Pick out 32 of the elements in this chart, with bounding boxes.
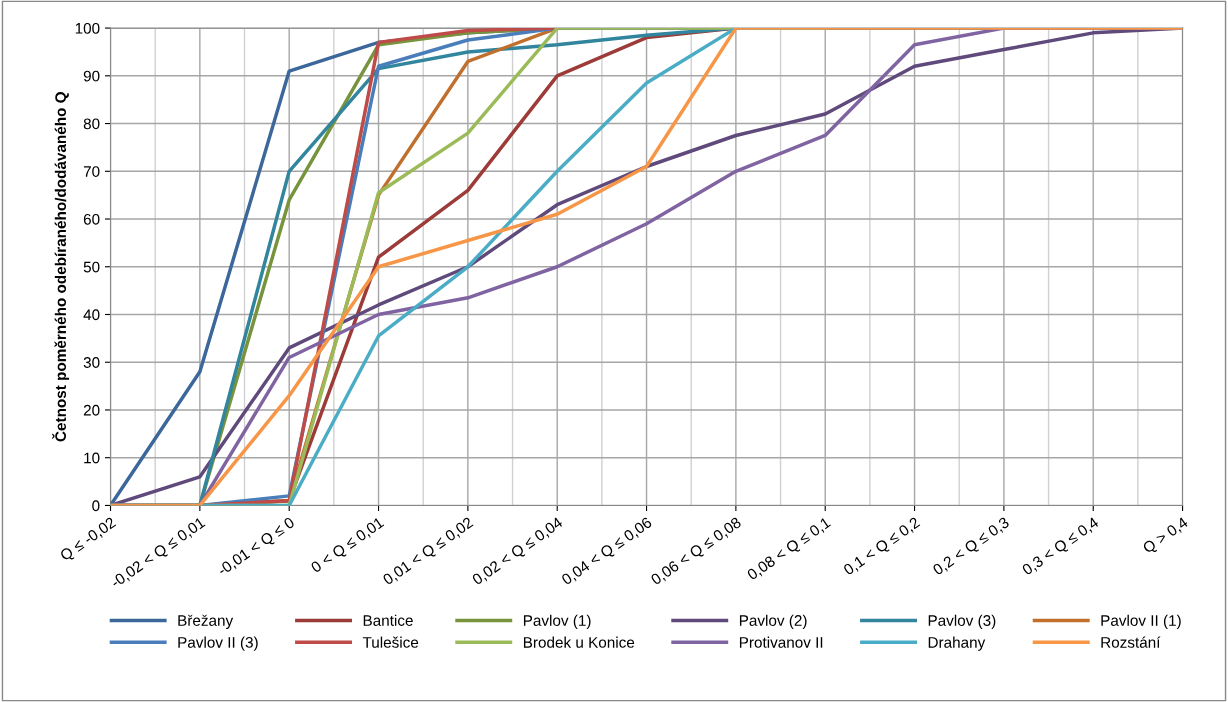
- legend-label: Pavlov II (3): [178, 636, 258, 651]
- y-axis-title: Četnost poměrného odebíraného/dodávaného Q: [52, 92, 70, 442]
- legend-label: Brodek u Konice: [523, 636, 635, 648]
- legend-label: Pavlov (1): [523, 614, 591, 629]
- y-tick-label: 20: [83, 404, 100, 416]
- y-tick-label: 40: [83, 309, 100, 321]
- y-tick-label: 70: [83, 166, 100, 177]
- x-tick-label: 0,1 < Q ≤ 0,2: [842, 516, 922, 578]
- x-tick-label: -0,01 < Q ≤ 0: [216, 516, 297, 579]
- legend-label: Pavlov II (1): [1101, 614, 1181, 629]
- y-tick-label: 50: [83, 261, 100, 273]
- legend-label: Pavlov (2): [739, 614, 807, 629]
- y-tick-label: 90: [83, 70, 100, 82]
- x-tick-label: 0,2 < Q ≤ 0,3: [932, 516, 1012, 578]
- x-tick-label: 0,06 < Q ≤ 0,08: [650, 516, 744, 588]
- legend-label: Rozstání: [1101, 636, 1161, 648]
- y-tick-label: 10: [84, 452, 100, 464]
- x-tick-label: 0,08 < Q ≤ 0,1: [746, 516, 833, 583]
- y-tick-label: 60: [83, 213, 100, 225]
- legend-label: Tulešice: [362, 636, 419, 648]
- y-tick-label: 30: [83, 357, 100, 368]
- legend-label: Protivanov II: [739, 636, 823, 648]
- legend-label: Bantice: [363, 614, 413, 626]
- y-tick-label: 0: [92, 500, 100, 512]
- legend-label: Pavlov (3): [928, 614, 996, 629]
- x-tick-label: Q ≤ -0,02: [59, 516, 118, 564]
- y-tick-label: 80: [83, 118, 100, 130]
- legend-label: Břežany: [178, 614, 234, 629]
- x-tick-label: Q > 0,4: [1142, 516, 1191, 556]
- y-tick-label: 100: [75, 22, 100, 34]
- legend-label: Drahany: [928, 636, 986, 651]
- x-tick-label: 0,3 < Q ≤ 0,4: [1021, 516, 1101, 578]
